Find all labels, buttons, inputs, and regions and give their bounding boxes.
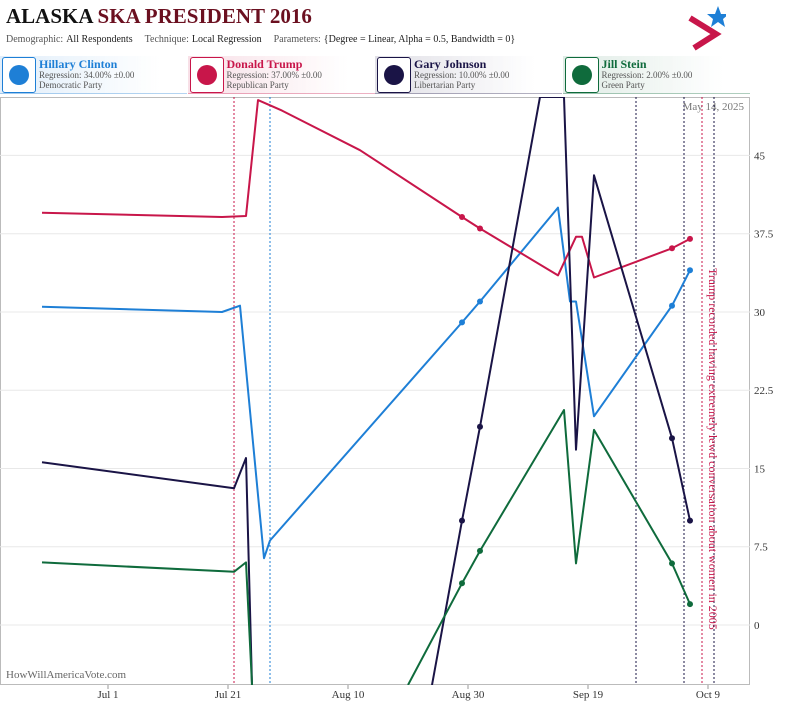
parameter-value: {Degree = Linear, Alpha = 0.5, Bandwidth… [323,34,516,45]
y-tick-label: 37.5 [754,229,774,241]
annotation: Trump recorded having extremely lewd con… [706,268,720,630]
x-tick-label: Aug 30 [452,689,485,701]
legend-regression: Regression: 2.00% ±0.00 [601,70,693,80]
poll-dot [687,267,693,274]
x-tick-label: Jul 21 [215,689,242,701]
icon [196,65,217,85]
legend-card: Donald Trump Regression: 37.00% ±0.00 Repu… [187,56,375,94]
legend-name: Jill Stein [601,57,647,71]
legend-icon [377,57,411,93]
poll-dot [477,225,483,232]
legend-icon [564,57,599,93]
title: SKA PRESIDENT 2016 [97,4,312,28]
poll-dot [459,214,465,220]
series-line [41,409,691,685]
icon [9,65,29,85]
series-line [41,206,691,560]
logo [688,6,726,51]
y-tick-label: 22.5 [754,385,774,397]
legend-card: Jill Stein Regression: 2.00% ±0.00 Green P… [562,56,750,94]
parameter-label: Parameters: [273,34,321,45]
legend-name: Gary Johnson [414,57,487,71]
y-tick-label: 7.5 [754,542,768,554]
parameter-label: Technique: [144,34,189,45]
parameter-value: All Respondents [66,34,133,45]
header: ALASKA SKA PRESIDENT 2016 [6,4,312,29]
poll-dot [477,298,483,305]
legend-regression: Regression: 34.00% ±0.00 [39,70,135,80]
logo-chevron [688,15,722,51]
parameter: Technique: Local Regression [145,34,262,45]
series-line [41,99,691,279]
legend-name: Donald Trump [226,57,303,71]
series-line [41,97,691,685]
legend-party: Republican Party [226,80,289,90]
poll-dot [459,517,465,524]
parameter: Demographic: All Respondents [6,34,133,45]
x-tick-label: Oct 9 [696,689,721,701]
parameter-value: Local Regression [191,34,262,45]
x-tick-label: Sep 19 [573,689,604,701]
parameter-label: Demographic: [6,34,64,45]
legend-icon [189,57,224,93]
poll-dot [669,560,675,567]
y-tick-label: 15 [754,463,766,475]
icon-shape [196,65,217,85]
parameter: Parameters: {Degree = Linear, Alpha = 0.5… [274,34,516,45]
y-tick-label: 0 [754,620,760,632]
legend-party: Green Party [601,80,645,90]
icon-shape [571,65,592,85]
poll-dot [687,235,693,242]
icon [384,65,404,85]
icon [571,65,592,85]
poll-dot [459,580,465,587]
poll-dot [477,547,483,554]
poll-dot [669,245,675,252]
parameters: Demographic: All Respondents Technique: Loc… [6,34,527,45]
icon-shape [384,65,404,85]
y-tick-label: 30 [754,307,766,319]
series-group [41,97,693,685]
poll-dot [669,435,675,442]
legend-name: Hillary Clinton [39,57,118,71]
legend-card: Gary Johnson Regression: 10.00% ±0.00 Libe… [375,56,562,94]
poll-dot [687,517,693,524]
legend-icon [2,57,36,93]
legend-party: Libertarian Party [414,80,476,90]
x-tick-label: Jul 1 [97,689,118,701]
legend-party: Democratic Party [39,80,103,90]
plot-frame [0,97,750,685]
poll-dot [459,319,465,326]
poll-dot [477,423,483,430]
x-tick-label: Aug 10 [332,689,365,701]
logo-star [707,6,726,27]
poll-dot [687,601,693,608]
y-tick-label: 45 [754,150,766,162]
poll-dot [669,302,675,309]
legend-regression: Regression: 10.00% ±0.00 [414,70,510,80]
legend-card: Hillary Clinton Regression: 34.00% ±0.00 D… [0,56,187,94]
watermark: HowWillAmericaVote.com [6,669,126,681]
icon-shape [9,65,29,85]
legend-regression: Regression: 37.00% ±0.00 [226,70,322,80]
title-state: ALASKA [6,4,94,28]
